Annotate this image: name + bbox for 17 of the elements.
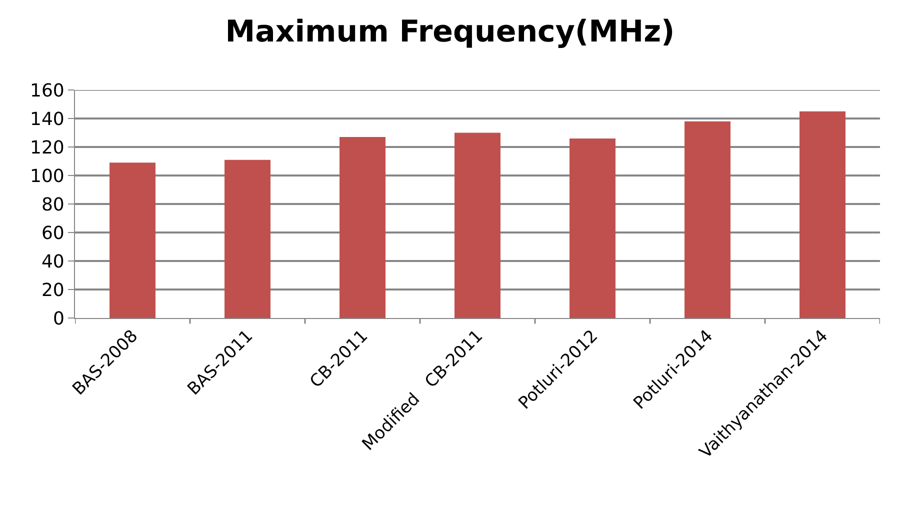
y-tick-label: 160 xyxy=(30,80,64,102)
y-tick-label: 140 xyxy=(30,108,64,130)
bar xyxy=(800,111,846,318)
bar xyxy=(224,160,270,318)
chart-title: Maximum Frequency(MHz) xyxy=(225,14,675,50)
y-tick-label: 0 xyxy=(52,308,64,330)
y-tick-label: 60 xyxy=(41,222,64,244)
y-tick-label: 20 xyxy=(41,280,64,301)
bar xyxy=(454,132,500,318)
bar xyxy=(570,138,616,318)
y-tick-label: 120 xyxy=(30,137,64,158)
bar xyxy=(340,137,386,318)
y-tick-label: 40 xyxy=(41,251,64,272)
bar xyxy=(684,121,730,318)
y-tick-label: 80 xyxy=(41,194,64,216)
y-tick-label: 100 xyxy=(30,166,64,187)
bar xyxy=(110,162,156,318)
